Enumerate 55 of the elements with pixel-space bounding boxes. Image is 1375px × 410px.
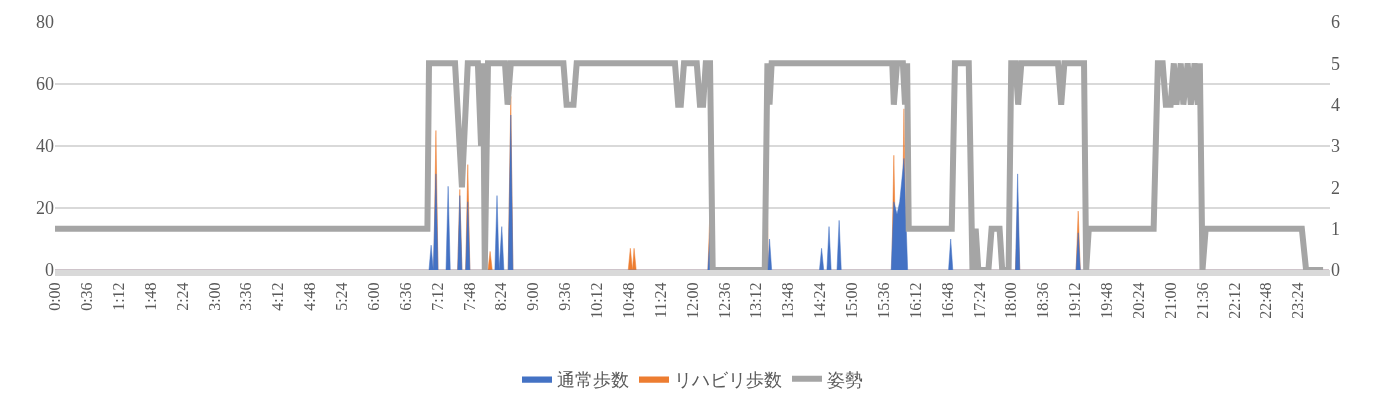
x-tick-label: 12:00	[683, 282, 701, 319]
legend-label: リハビリ歩数	[674, 369, 782, 390]
x-tick-label: 10:12	[588, 282, 606, 319]
x-tick-label: 5:24	[333, 282, 351, 311]
x-tick-label: 0:00	[46, 282, 64, 311]
y-tick-label: 60	[36, 74, 54, 95]
x-tick-label: 1:12	[109, 282, 127, 311]
y2-tick-label: 2	[1331, 177, 1340, 198]
x-tick-label: 6:36	[396, 282, 414, 311]
y2-tick-label: 0	[1331, 260, 1340, 281]
x-tick-label: 14:24	[811, 282, 829, 319]
legend-label: 姿勢	[827, 369, 863, 390]
x-tick-label: 22:12	[1225, 282, 1243, 319]
y-tick-label: 0	[45, 260, 54, 281]
y-tick-label: 40	[36, 136, 54, 157]
x-tick-label: 10:48	[619, 282, 637, 319]
y-tick-label: 80	[36, 12, 54, 33]
x-tick-label: 18:36	[1034, 282, 1052, 319]
x-tick-label: 4:12	[269, 282, 287, 311]
y2-tick-label: 4	[1331, 94, 1340, 115]
x-tick-label: 18:00	[1002, 282, 1020, 319]
x-tick-label: 23:24	[1289, 282, 1307, 319]
x-tick-label: 11:24	[651, 282, 669, 319]
x-tick-label: 19:12	[1066, 282, 1084, 319]
x-tick-label: 7:12	[428, 282, 446, 311]
x-tick-label: 7:48	[460, 282, 478, 311]
x-tick-label: 2:24	[173, 282, 191, 311]
x-tick-label: 9:36	[556, 282, 574, 311]
x-tick-label: 12:36	[715, 282, 733, 319]
x-tick-label: 16:12	[906, 282, 924, 319]
x-tick-label: 3:00	[205, 282, 223, 311]
x-tick-label: 0:36	[78, 282, 96, 311]
x-tick-label: 6:00	[364, 282, 382, 311]
y2-tick-label: 1	[1331, 218, 1340, 239]
x-tick-label: 15:36	[874, 282, 892, 319]
x-tick-label: 17:24	[970, 282, 988, 319]
y2-tick-label: 3	[1331, 136, 1340, 157]
x-tick-label: 21:36	[1193, 282, 1211, 319]
legend-label: 通常歩数	[557, 369, 629, 390]
x-tick-label: 4:48	[301, 282, 319, 311]
x-tick-label: 3:36	[237, 282, 255, 311]
y2-tick-label: 6	[1331, 12, 1340, 33]
x-tick-label: 21:00	[1161, 282, 1179, 319]
x-tick-label: 13:12	[747, 282, 765, 319]
x-tick-label: 19:48	[1098, 282, 1116, 319]
x-tick-label: 15:00	[843, 282, 861, 319]
y2-tick-label: 5	[1331, 53, 1340, 74]
x-tick-label: 13:48	[779, 282, 797, 319]
x-tick-label: 9:00	[524, 282, 542, 311]
x-tick-label: 1:48	[141, 282, 159, 311]
x-tick-label: 20:24	[1129, 282, 1147, 319]
x-tick-label: 22:48	[1257, 282, 1275, 319]
y-tick-label: 20	[36, 198, 54, 219]
x-tick-label: 16:48	[938, 282, 956, 319]
x-tick-label: 8:24	[492, 282, 510, 311]
